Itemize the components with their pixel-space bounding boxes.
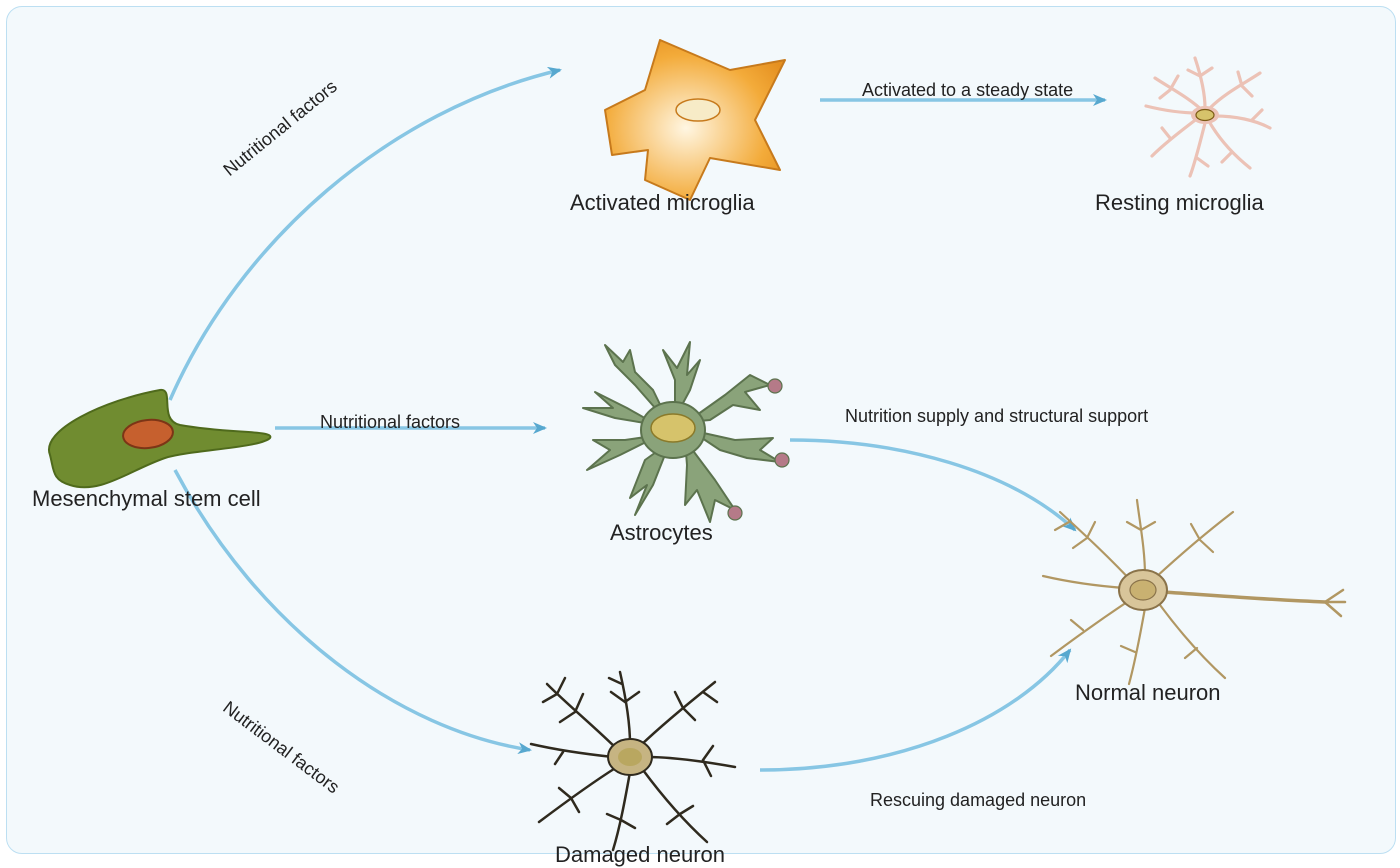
normal-neuron-label: Normal neuron xyxy=(1075,680,1221,706)
edge-label-msc-astrocytes: Nutritional factors xyxy=(320,412,460,433)
edge-label-microglia-resting: Activated to a steady state xyxy=(862,80,1073,101)
edge-label-astro-neuron: Nutrition supply and structural support xyxy=(845,406,1148,427)
diagram-background xyxy=(6,6,1396,854)
edge-label-damaged-normal: Rescuing damaged neuron xyxy=(870,790,1086,811)
activated-microglia-label: Activated microglia xyxy=(570,190,755,216)
msc-label: Mesenchymal stem cell xyxy=(32,486,261,512)
resting-microglia-label: Resting microglia xyxy=(1095,190,1264,216)
damaged-neuron-label: Damaged neuron xyxy=(555,842,725,868)
astrocytes-label: Astrocytes xyxy=(610,520,713,546)
